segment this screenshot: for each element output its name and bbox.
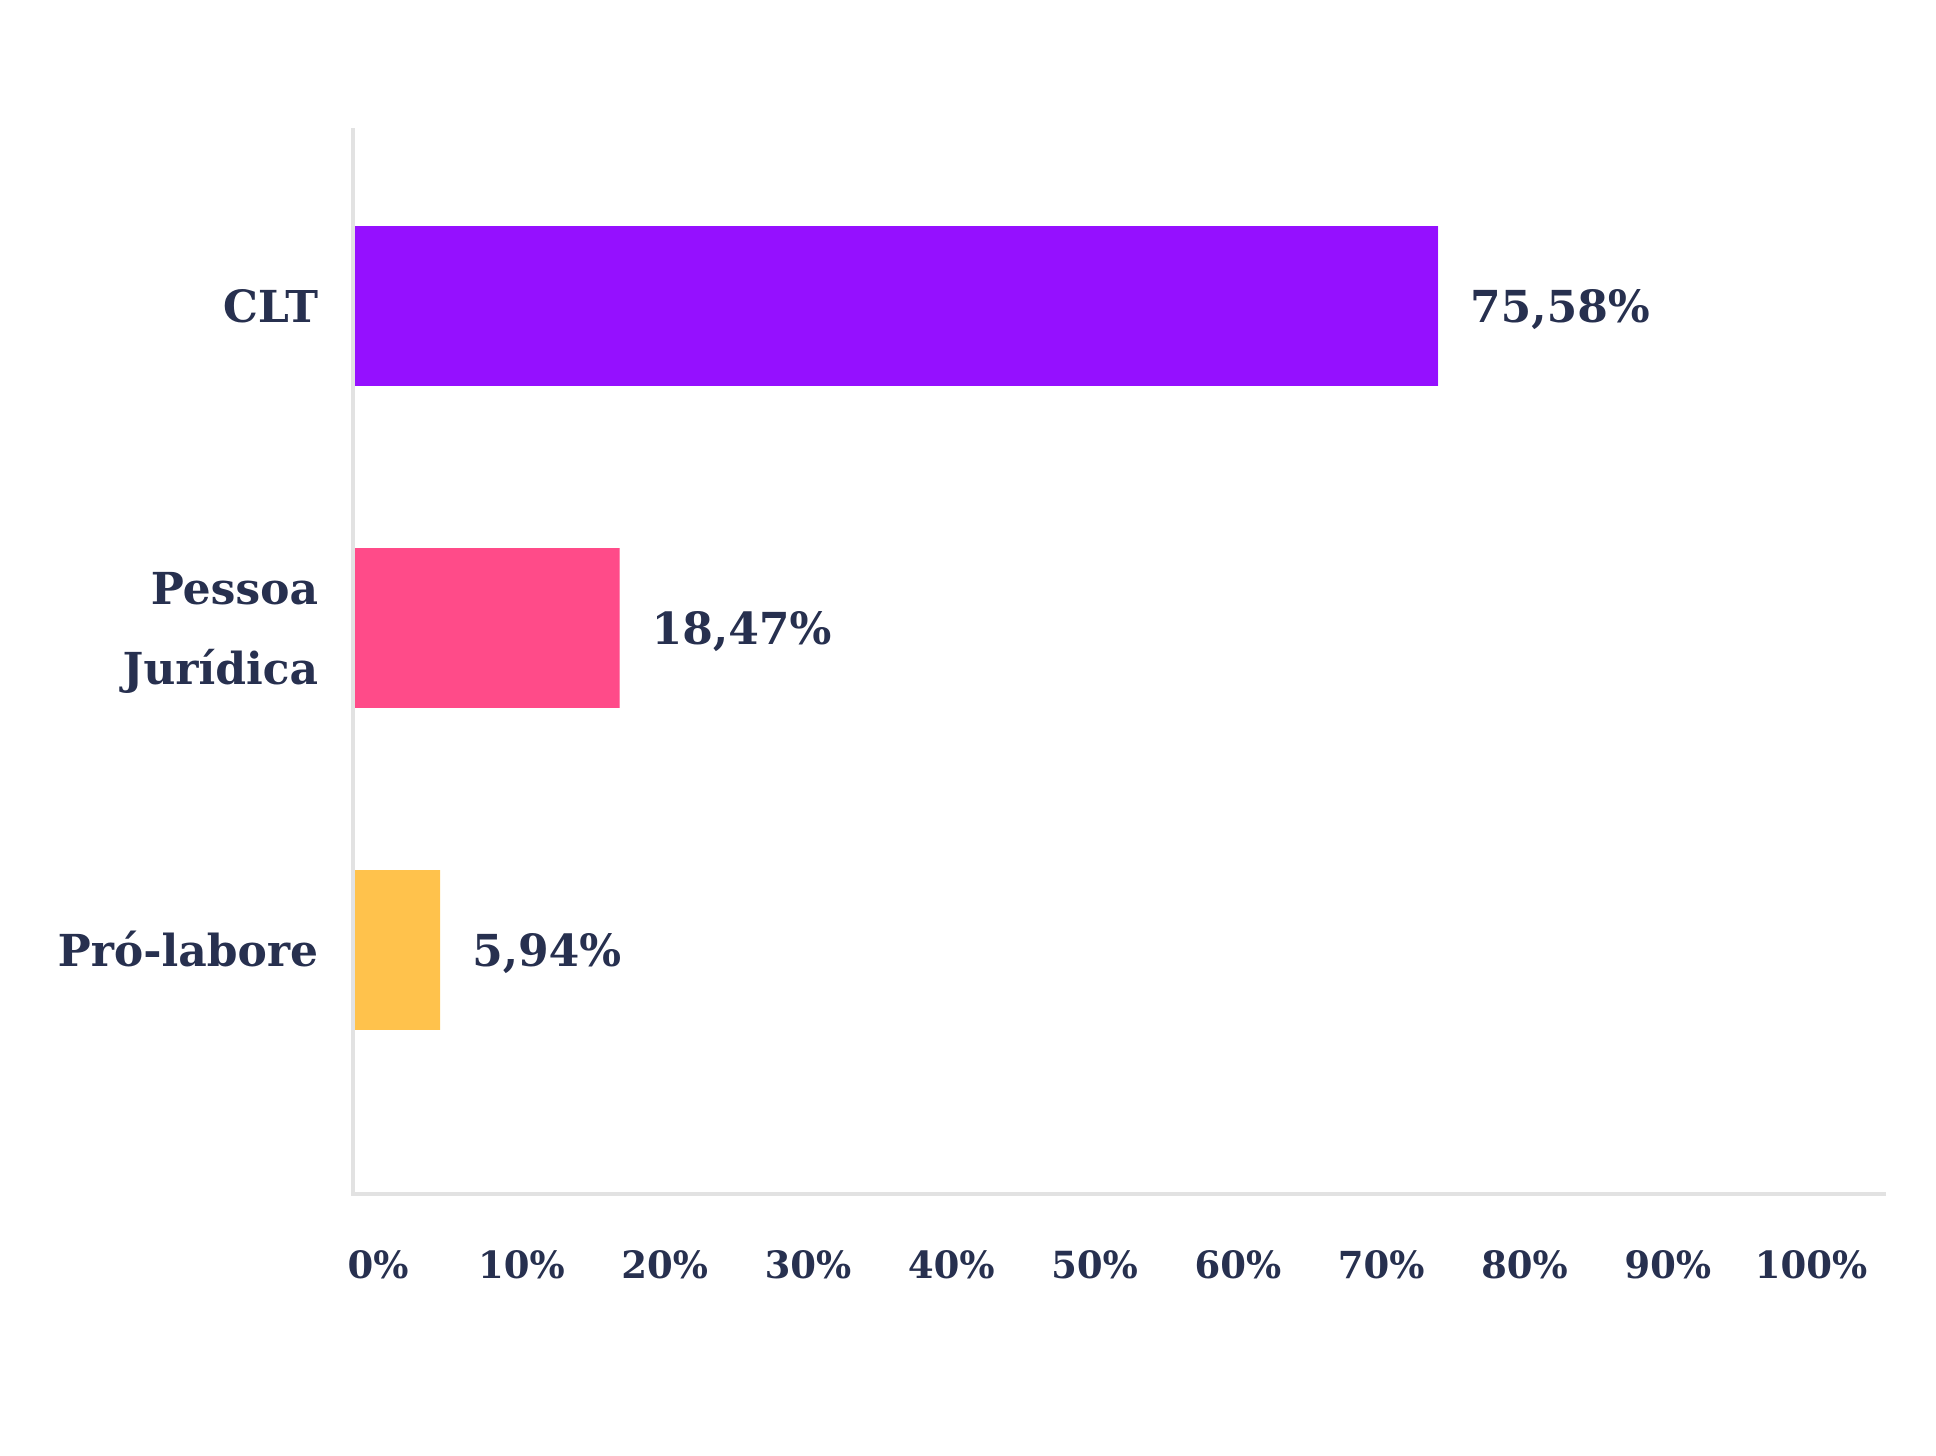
x-tick-label-9: 90% <box>1624 1243 1711 1287</box>
bars-layer <box>355 226 1439 1030</box>
value-label-2: 5,94% <box>472 926 621 977</box>
labels-layer: 75,58% CLT 18,47% Pessoa Jurídica 5,94% Pró-la… <box>58 282 1650 977</box>
x-tick-label-6: 60% <box>1194 1243 1281 1287</box>
category-label-1-line-0: Pessoa <box>151 564 318 615</box>
x-tick-label-4: 40% <box>908 1243 995 1287</box>
bar-1 <box>355 548 620 708</box>
x-tick-label-7: 70% <box>1338 1243 1425 1287</box>
category-label-2-line-0: Pró-labore <box>58 926 318 977</box>
bar-2 <box>355 870 441 1030</box>
x-tick-label-5: 50% <box>1051 1243 1138 1287</box>
value-label-1: 18,47% <box>652 604 832 655</box>
category-label-0-line-0: CLT <box>223 282 318 333</box>
category-label-1-line-1: Jurídica <box>119 644 319 695</box>
x-tick-label-1: 10% <box>478 1243 565 1287</box>
x-tick-label-3: 30% <box>765 1243 852 1287</box>
x-tick-labels: 0% 10% 20% 30% 40% 50% 60% 70% 80% 90% 100% <box>348 1243 1868 1287</box>
x-tick-label-8: 80% <box>1481 1243 1568 1287</box>
x-tick-label-0: 0% <box>348 1243 409 1287</box>
value-label-0: 75,58% <box>1470 282 1650 333</box>
x-tick-label-2: 20% <box>621 1243 708 1287</box>
bar-0 <box>355 226 1439 386</box>
x-tick-label-10: 100% <box>1755 1243 1867 1287</box>
